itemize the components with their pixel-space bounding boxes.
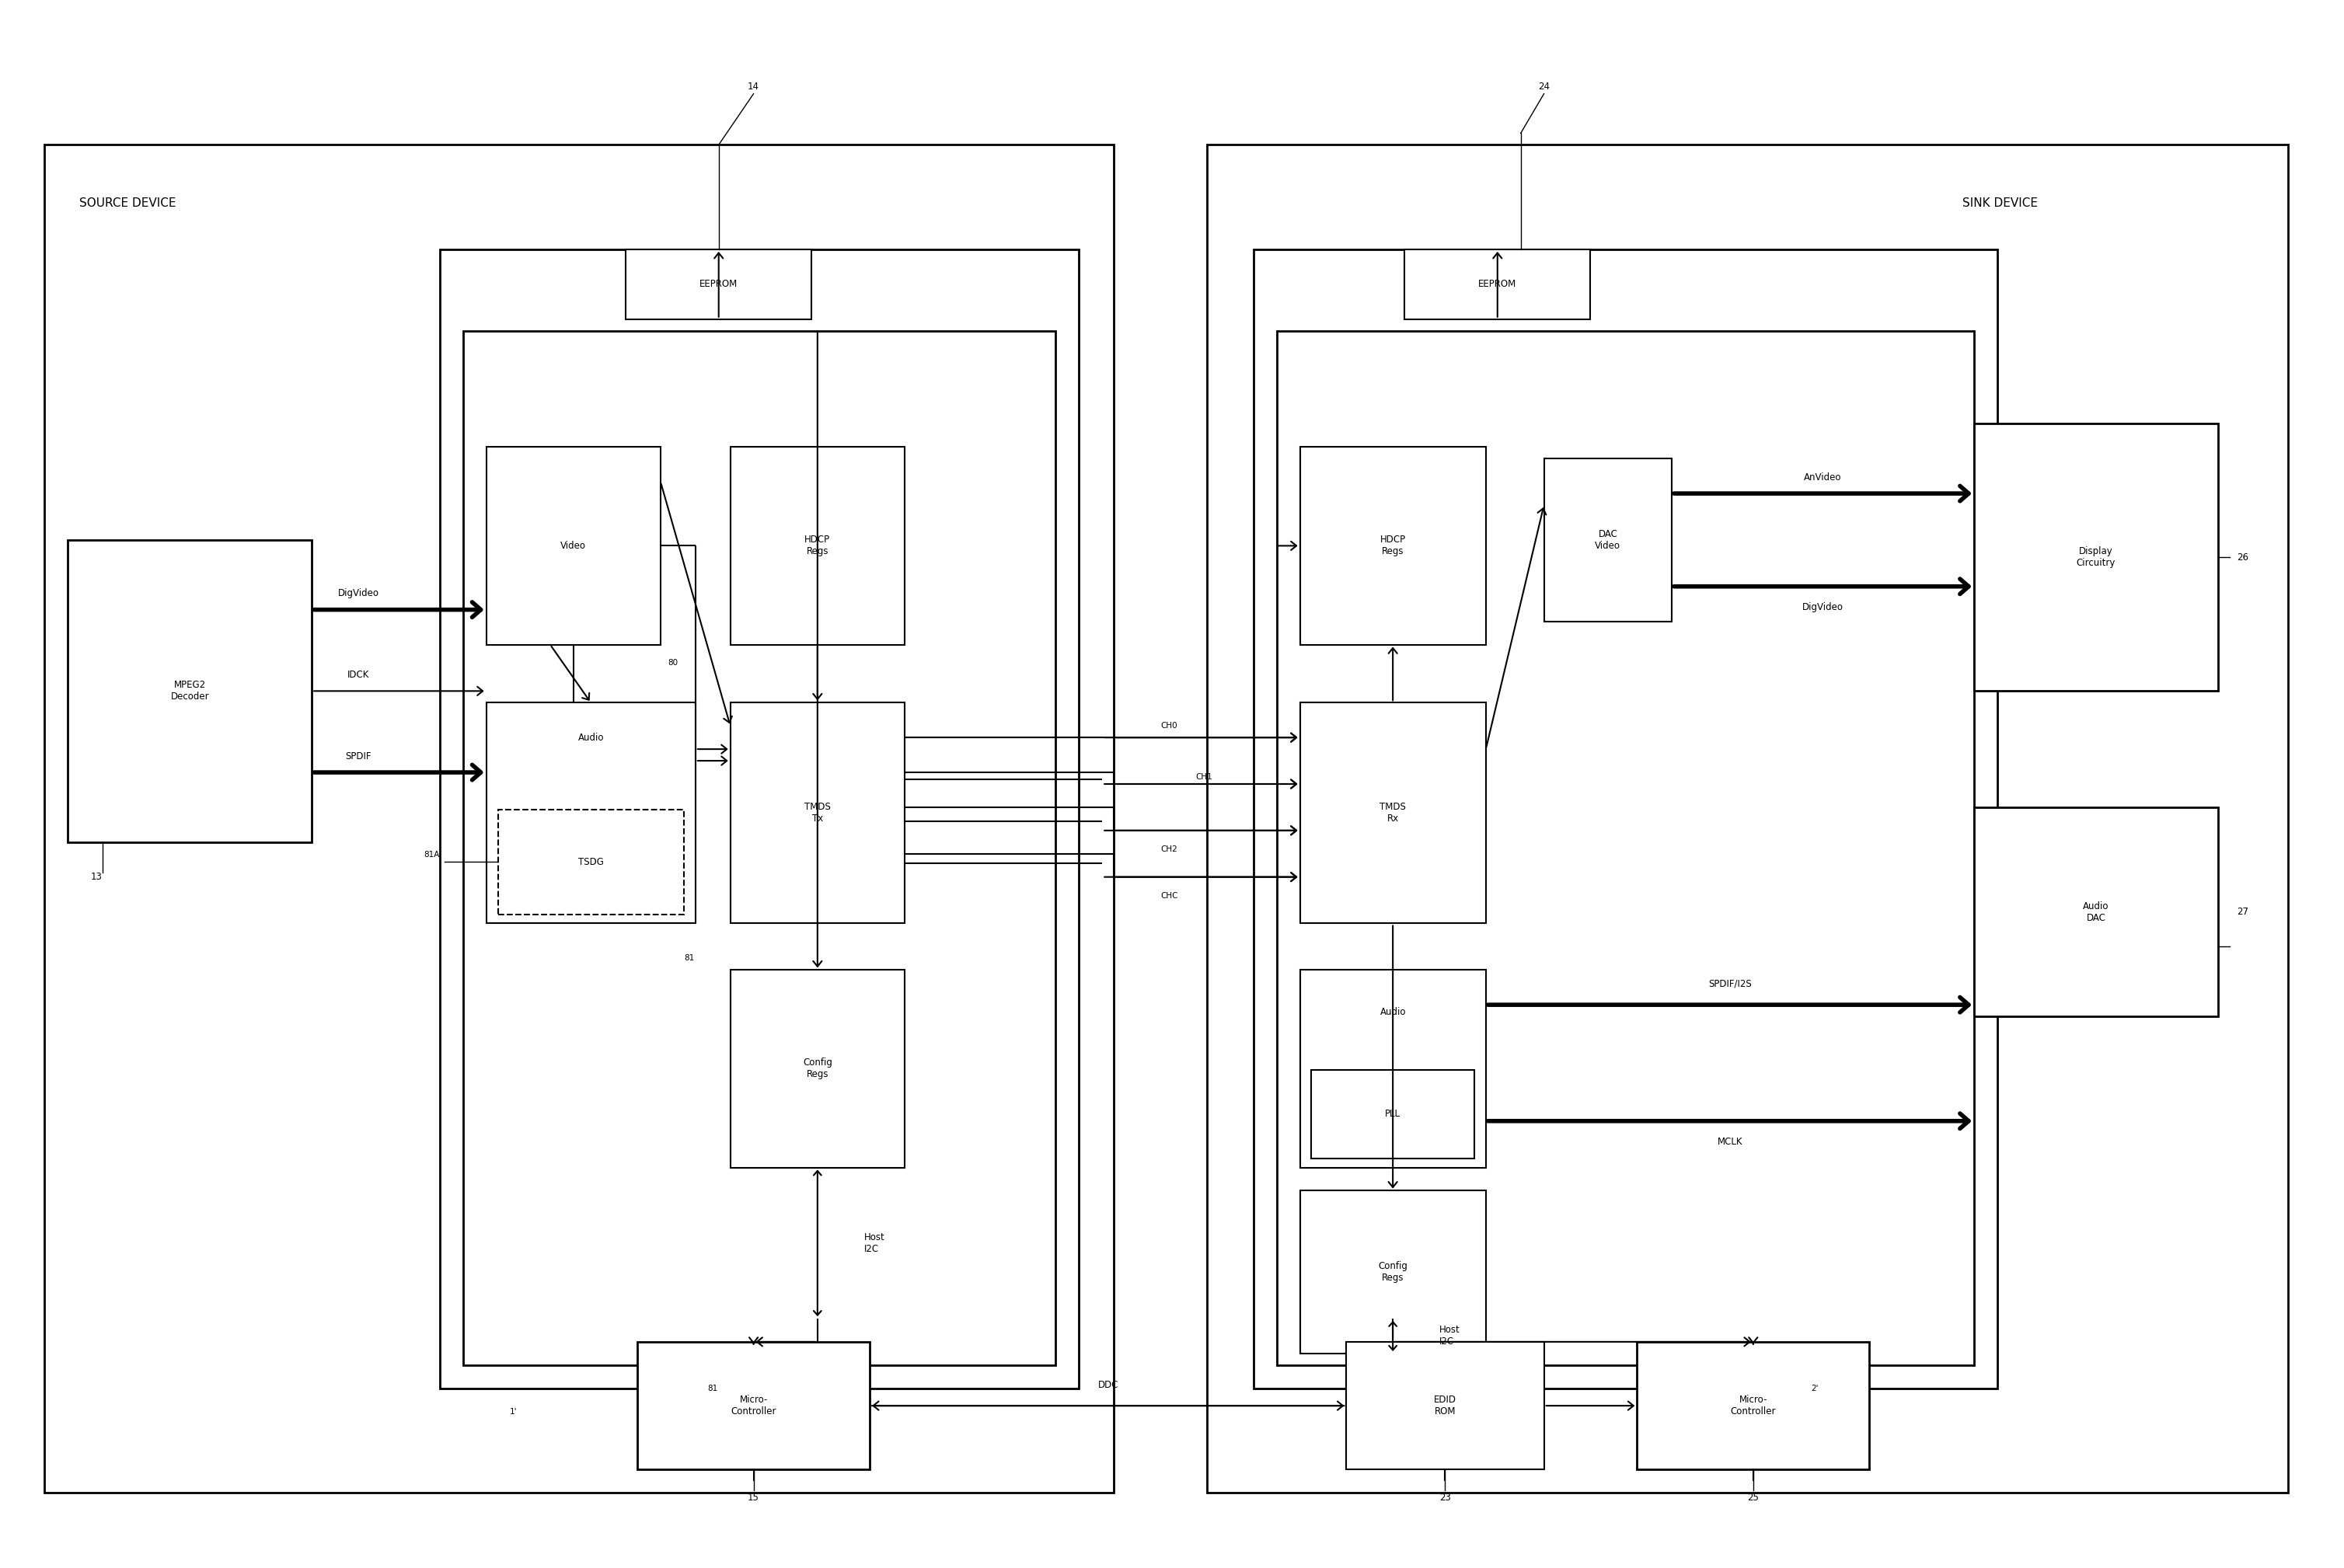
- Bar: [1974, 808, 2217, 1016]
- Text: Audio
DAC: Audio DAC: [2084, 902, 2110, 922]
- Text: Audio: Audio: [579, 732, 605, 743]
- Bar: [464, 331, 1055, 1366]
- Text: HDCP
Regs: HDCP Regs: [1381, 535, 1406, 557]
- Text: 14: 14: [748, 82, 759, 93]
- Bar: [731, 702, 905, 924]
- Text: 81A: 81A: [424, 851, 441, 859]
- Bar: [1974, 423, 2217, 691]
- Text: TMDS
Rx: TMDS Rx: [1381, 803, 1406, 823]
- Text: TMDS
Tx: TMDS Tx: [804, 803, 830, 823]
- Text: 27: 27: [2236, 906, 2248, 917]
- Text: 2': 2': [1812, 1385, 1819, 1392]
- Text: 81: 81: [684, 955, 694, 963]
- Text: EDID
ROM: EDID ROM: [1435, 1396, 1456, 1416]
- Text: 26: 26: [2236, 552, 2248, 563]
- Text: 24: 24: [1538, 82, 1549, 93]
- Text: Video: Video: [560, 541, 586, 550]
- Text: 15: 15: [748, 1493, 759, 1502]
- Text: 80: 80: [668, 659, 677, 666]
- Text: CHC: CHC: [1160, 892, 1179, 900]
- Bar: [1301, 1190, 1486, 1353]
- Bar: [45, 144, 1113, 1493]
- Bar: [441, 249, 1078, 1388]
- Bar: [731, 971, 905, 1168]
- Text: SPDIF: SPDIF: [345, 751, 370, 760]
- Bar: [1404, 249, 1592, 320]
- Text: Config
Regs: Config Regs: [1378, 1261, 1406, 1283]
- Text: EEPROM: EEPROM: [699, 279, 738, 290]
- Text: Display
Circuitry: Display Circuitry: [2077, 547, 2117, 568]
- Text: Config
Regs: Config Regs: [802, 1058, 832, 1080]
- Bar: [1301, 702, 1486, 924]
- Bar: [485, 447, 661, 644]
- Text: DigVideo: DigVideo: [338, 588, 380, 599]
- Text: IDCK: IDCK: [347, 670, 370, 681]
- Text: CH1: CH1: [1195, 773, 1212, 781]
- Text: 81: 81: [708, 1385, 717, 1392]
- Bar: [1313, 1069, 1474, 1159]
- Bar: [626, 249, 811, 320]
- Text: 13: 13: [91, 872, 103, 883]
- Text: AnVideo: AnVideo: [1805, 472, 1842, 483]
- Bar: [731, 447, 905, 644]
- Text: 1': 1': [509, 1408, 516, 1416]
- Text: 23: 23: [1439, 1493, 1451, 1502]
- Text: CH2: CH2: [1160, 845, 1177, 853]
- Text: DDC: DDC: [1097, 1380, 1118, 1389]
- Text: CH0: CH0: [1160, 721, 1177, 729]
- Text: MCLK: MCLK: [1718, 1137, 1742, 1146]
- Text: Micro-
Controller: Micro- Controller: [731, 1396, 776, 1416]
- Text: Host
I2C: Host I2C: [865, 1232, 884, 1254]
- Text: EEPROM: EEPROM: [1479, 279, 1517, 290]
- Bar: [1636, 1342, 1871, 1469]
- Bar: [1301, 447, 1486, 644]
- Bar: [497, 809, 684, 914]
- Text: 25: 25: [1746, 1493, 1758, 1502]
- Text: Audio: Audio: [1381, 1007, 1406, 1016]
- Bar: [1207, 144, 2288, 1493]
- Text: HDCP
Regs: HDCP Regs: [804, 535, 830, 557]
- Text: SOURCE DEVICE: SOURCE DEVICE: [80, 198, 176, 209]
- Bar: [1254, 249, 1997, 1388]
- Text: SPDIF/I2S: SPDIF/I2S: [1709, 978, 1751, 989]
- Bar: [68, 539, 312, 842]
- Bar: [1345, 1342, 1545, 1469]
- Text: Host
I2C: Host I2C: [1439, 1325, 1460, 1347]
- Text: SINK DEVICE: SINK DEVICE: [1962, 198, 2037, 209]
- Text: DAC
Video: DAC Video: [1594, 528, 1620, 550]
- Text: MPEG2
Decoder: MPEG2 Decoder: [171, 681, 209, 702]
- Bar: [485, 702, 696, 924]
- Bar: [1301, 971, 1486, 1168]
- Text: TSDG: TSDG: [579, 856, 605, 867]
- Bar: [638, 1342, 870, 1469]
- Text: PLL: PLL: [1385, 1109, 1402, 1120]
- Bar: [1277, 331, 1974, 1366]
- Bar: [1545, 458, 1671, 621]
- Text: DigVideo: DigVideo: [1803, 602, 1842, 613]
- Text: Micro-
Controller: Micro- Controller: [1730, 1396, 1777, 1416]
